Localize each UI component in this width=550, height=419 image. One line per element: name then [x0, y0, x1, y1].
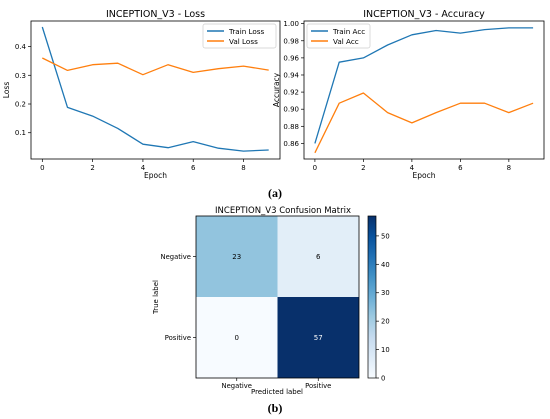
confusion-matrix-ticks: Negative Positive Negative Positive	[160, 253, 331, 390]
loss-xlabel: Epoch	[144, 171, 167, 180]
confusion-matrix-row-label: Positive	[165, 334, 191, 342]
accuracy-ylabel: Accuracy	[272, 72, 281, 107]
colorbar-tick-label: 40	[381, 261, 390, 269]
loss-legend: Train Loss Val Loss	[202, 23, 277, 49]
colorbar-tick-label: 50	[381, 232, 390, 240]
accuracy-ytick-label: 0.96	[283, 54, 299, 62]
accuracy-legend-val-label: Val Acc	[333, 37, 359, 46]
accuracy-plot-frame	[303, 20, 545, 160]
confusion-matrix-chart: INCEPTION_V3 Confusion Matrix 23 6 0 57 Neg…	[152, 206, 390, 396]
loss-ytick-label: 0.3	[15, 72, 26, 80]
loss-plot-frame	[30, 20, 281, 160]
accuracy-line-train-acc	[314, 27, 534, 144]
loss-xtick-label: 6	[191, 164, 196, 172]
confusion-matrix-cell	[196, 216, 278, 297]
confusion-matrix-col-label: Positive	[305, 382, 331, 390]
confusion-matrix-cell	[277, 216, 359, 297]
panel-label-a: (a)	[268, 186, 282, 200]
accuracy-xtick-label: 6	[458, 164, 463, 172]
loss-ticks: 0 2 4 6 8 0.1 0.2 0.3 0.4	[15, 43, 246, 172]
loss-ylabel: Loss	[2, 82, 11, 99]
loss-ytick-label: 0.1	[15, 129, 26, 137]
loss-ytick-label: 0.4	[15, 43, 27, 51]
colorbar	[367, 215, 377, 379]
accuracy-line-val-acc	[314, 92, 534, 154]
colorbar-tick-label: 0	[381, 375, 385, 383]
accuracy-ytick-label: 0.98	[283, 37, 299, 45]
confusion-matrix-cell-value: 23	[232, 253, 241, 261]
accuracy-xtick-label: 0	[313, 164, 317, 172]
confusion-matrix-row-label: Negative	[160, 253, 191, 261]
loss-chart: INCEPTION_V3 - Loss 0 2 4 6 8 0.1 0.2 0.3 0.4 Ep…	[2, 9, 281, 180]
accuracy-ytick-label: 0.86	[283, 140, 299, 148]
confusion-matrix-col-label: Negative	[221, 382, 252, 390]
accuracy-legend-train-label: Train Acc	[332, 27, 365, 36]
accuracy-xtick-label: 8	[507, 164, 511, 172]
accuracy-chart: INCEPTION_V3 - Accuracy 0 2 4 6 8 0.86 0.88 0.9…	[272, 9, 545, 180]
confusion-matrix-frame	[195, 215, 360, 379]
colorbar-ticks: 0 10 20 30 40 50	[376, 232, 390, 383]
accuracy-xtick-label: 2	[361, 164, 365, 172]
confusion-matrix-cell-value: 0	[235, 334, 239, 342]
confusion-matrix-cell-value: 6	[316, 253, 321, 261]
confusion-matrix-cells: 23 6 0 57	[196, 216, 359, 378]
accuracy-legend: Train Acc Val Acc	[306, 23, 371, 49]
loss-lines	[41, 26, 269, 152]
confusion-matrix-xlabel: Predicted label	[251, 388, 303, 396]
loss-legend-val-label: Val Loss	[229, 37, 258, 46]
loss-line-val-loss	[42, 57, 269, 76]
colorbar-tick-label: 10	[381, 346, 390, 354]
accuracy-ytick-label: 0.92	[283, 89, 299, 97]
confusion-matrix-cell	[196, 297, 278, 378]
colorbar-tick-label: 30	[381, 289, 390, 297]
accuracy-lines	[314, 27, 534, 154]
accuracy-chart-title: INCEPTION_V3 - Accuracy	[363, 9, 485, 20]
loss-line-train-loss	[41, 26, 269, 152]
loss-legend-train-label: Train Loss	[228, 27, 265, 36]
confusion-matrix-cell-value: 57	[314, 334, 323, 342]
loss-ytick-label: 0.2	[15, 101, 26, 109]
confusion-matrix-cell	[277, 297, 359, 378]
loss-chart-title: INCEPTION_V3 - Loss	[106, 9, 205, 20]
loss-xtick-label: 8	[241, 164, 245, 172]
confusion-matrix-title: INCEPTION_V3 Confusion Matrix	[215, 206, 351, 216]
accuracy-ytick-label: 0.90	[283, 106, 299, 114]
accuracy-ticks: 0 2 4 6 8 0.86 0.88 0.90 0.92 0.94 0.96 0.98 1.00	[283, 20, 511, 172]
loss-xtick-label: 4	[141, 164, 146, 172]
accuracy-xlabel: Epoch	[413, 171, 436, 180]
confusion-matrix-ylabel: True label	[152, 280, 160, 315]
loss-xtick-label: 2	[90, 164, 94, 172]
loss-xtick-label: 0	[40, 164, 44, 172]
colorbar-tick-label: 20	[381, 318, 390, 326]
accuracy-xtick-label: 4	[410, 164, 415, 172]
accuracy-ytick-label: 0.94	[283, 71, 299, 79]
accuracy-ytick-label: 0.88	[283, 123, 299, 131]
panel-label-b: (b)	[268, 401, 283, 415]
accuracy-ytick-label: 1.00	[283, 20, 299, 28]
